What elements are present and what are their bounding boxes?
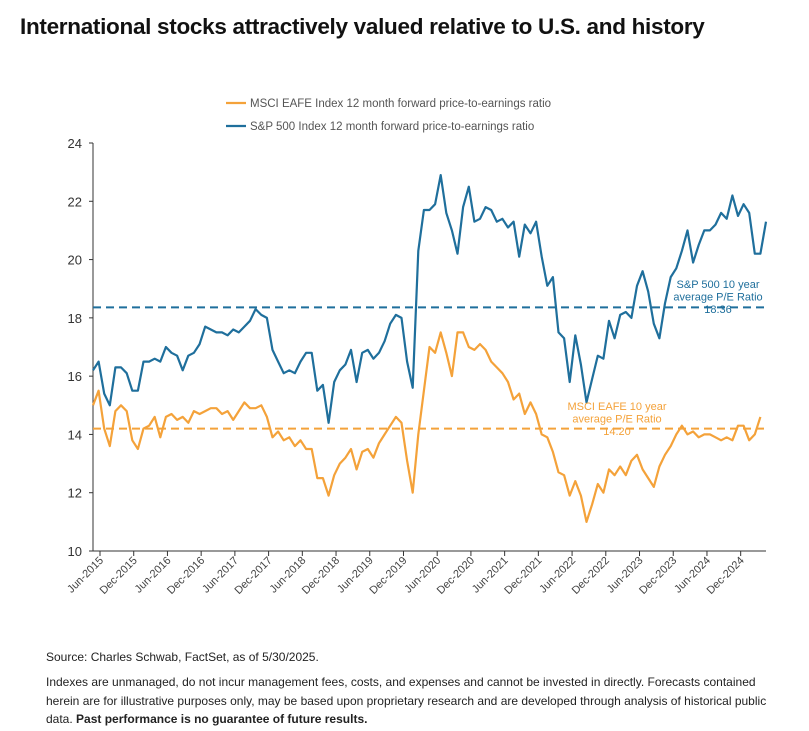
reference-label: S&P 500 10 year bbox=[677, 279, 760, 291]
reference-label: average P/E Ratio bbox=[572, 414, 661, 426]
series-line bbox=[91, 331, 762, 524]
y-tick-label: 18 bbox=[68, 311, 82, 326]
line-chart: MSCI EAFE Index 12 month forward price-t… bbox=[65, 98, 768, 597]
disclaimer-bold: Past performance is no guarantee of futu… bbox=[76, 712, 368, 726]
reference-label: MSCI EAFE 10 year bbox=[567, 401, 666, 413]
chart-title: International stocks attractively valued… bbox=[20, 14, 705, 39]
y-tick-label: 24 bbox=[68, 136, 82, 151]
y-tick-label: 12 bbox=[68, 486, 82, 501]
y-tick-label: 14 bbox=[68, 427, 82, 442]
disclaimer-note: Indexes are unmanaged, do not incur mana… bbox=[46, 673, 786, 729]
reference-label: average P/E Ratio bbox=[673, 292, 762, 304]
legend-label: S&P 500 Index 12 month forward price-to-… bbox=[250, 121, 534, 133]
disclaimer-text: Indexes are unmanaged, do not incur mana… bbox=[46, 675, 767, 726]
y-tick-label: 20 bbox=[68, 253, 82, 268]
reference-label: 18.36 bbox=[704, 304, 732, 316]
source-note: Source: Charles Schwab, FactSet, as of 5… bbox=[46, 650, 319, 664]
y-tick-label: 22 bbox=[68, 194, 82, 209]
reference-label: 14.20 bbox=[603, 426, 631, 438]
legend-label: MSCI EAFE Index 12 month forward price-t… bbox=[250, 98, 551, 110]
y-tick-label: 10 bbox=[68, 544, 82, 559]
series-line bbox=[92, 174, 768, 424]
y-tick-label: 16 bbox=[68, 369, 82, 384]
